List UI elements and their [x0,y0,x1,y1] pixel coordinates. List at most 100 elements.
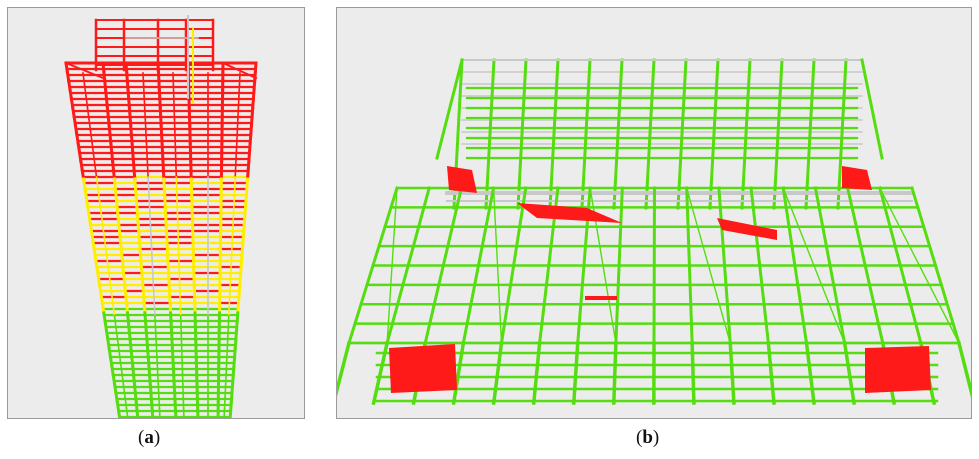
frame-column [910,186,961,345]
tower-inner-column [225,361,228,375]
frame-column [499,186,528,345]
tower-inner-column [154,326,157,340]
tower-inner-column [151,268,155,283]
tower-column [150,409,155,418]
tower-inner-column [142,72,145,86]
panel-a-tower-model [7,7,305,419]
stress-zone [447,166,477,193]
tower-inner-column [233,176,237,190]
tower-inner-column [101,222,105,236]
tower-inner-column [143,95,146,109]
tower-inner-column [227,303,231,317]
frame-column [484,58,496,210]
tower-inner-column [148,199,151,213]
frame-column [781,186,809,345]
tower-inner-column [148,210,152,225]
tower-inner-column [234,164,237,178]
tower-inner-column [116,338,120,352]
panel-b-frame-model [336,7,972,419]
tower-column [91,239,97,253]
tower-column [107,346,113,360]
tower-column [79,159,84,172]
tower-column [104,329,110,342]
tower-inner-column [121,372,125,387]
tower-inner-column [97,187,101,202]
tower-inner-column [152,291,156,306]
frame-column [644,58,656,210]
tower-inner-column [124,395,128,410]
frame-column [614,186,624,345]
tower-column [135,409,140,418]
tower-column [98,284,103,297]
tower-inner-column [150,234,153,248]
tower-inner-column [107,268,111,283]
tower-inner-column [237,106,240,121]
tower-inner-column [100,210,104,225]
lowrise-frame-drawing [337,58,971,406]
frame-column [749,186,771,345]
tower-column [77,150,83,163]
tower-column [84,195,90,208]
tower-column [116,409,122,418]
tower-inner-column [118,349,122,364]
tower-column [93,257,99,270]
tower-inner-column [95,176,99,190]
tower-inner-column [103,234,107,248]
tower-column [106,337,111,351]
caption-a: (a) [138,427,161,448]
tower-inner-column [237,95,240,109]
stress-zone [585,296,617,300]
tower-inner-column [156,372,160,387]
tower-inner-column [232,210,235,225]
tower-column [108,355,114,369]
tower-column [99,293,105,306]
tower-inner-column [144,118,147,132]
tower-column [81,177,87,190]
frame-column [337,340,352,397]
tower-inner-column [157,384,160,398]
tower-inner-column [234,153,238,167]
tower-inner-column [229,268,232,283]
tower-inner-column [236,118,239,132]
tower-column [85,204,91,217]
tower-column [96,275,102,288]
tower-inner-column [98,199,102,213]
tower-inner-column [154,315,157,329]
tower-inner-column [94,164,98,178]
tower-inner-column [227,315,230,329]
tower-inner-column [235,129,239,144]
tower-column [89,230,95,244]
tower-inner-column [89,129,93,144]
tower-column [66,79,72,92]
tower-column [71,105,76,119]
tower-inner-column [231,222,234,236]
tower-inner-column [146,153,149,167]
caption-b: (b) [636,427,660,448]
tower-inner-column [142,83,145,97]
tower-inner-column [149,222,152,236]
frame-column [516,58,528,210]
frame-column [385,186,432,345]
tower-inner-column [151,257,154,271]
tower-inner-column [145,141,148,155]
frame-column [347,186,399,345]
tower-inner-column [223,407,226,418]
stress-zone [389,344,457,393]
tower-inner-column [106,257,110,271]
tower-column [114,391,120,404]
tower-column [228,409,233,418]
tower-inner-column [223,396,226,410]
tower-column [102,311,107,324]
tower-column [95,266,101,279]
frame-column [772,58,784,210]
tower-inner-column [88,118,92,132]
tower-inner-column [86,106,90,121]
frame-column [836,58,848,210]
frame-brace [782,187,846,344]
tower-inner-column [92,153,96,167]
tower-inner-column [230,257,233,271]
tower-column [69,96,75,110]
tower-inner-column [153,303,156,317]
frame-brace [386,187,398,344]
tower-inner-column [104,245,108,259]
